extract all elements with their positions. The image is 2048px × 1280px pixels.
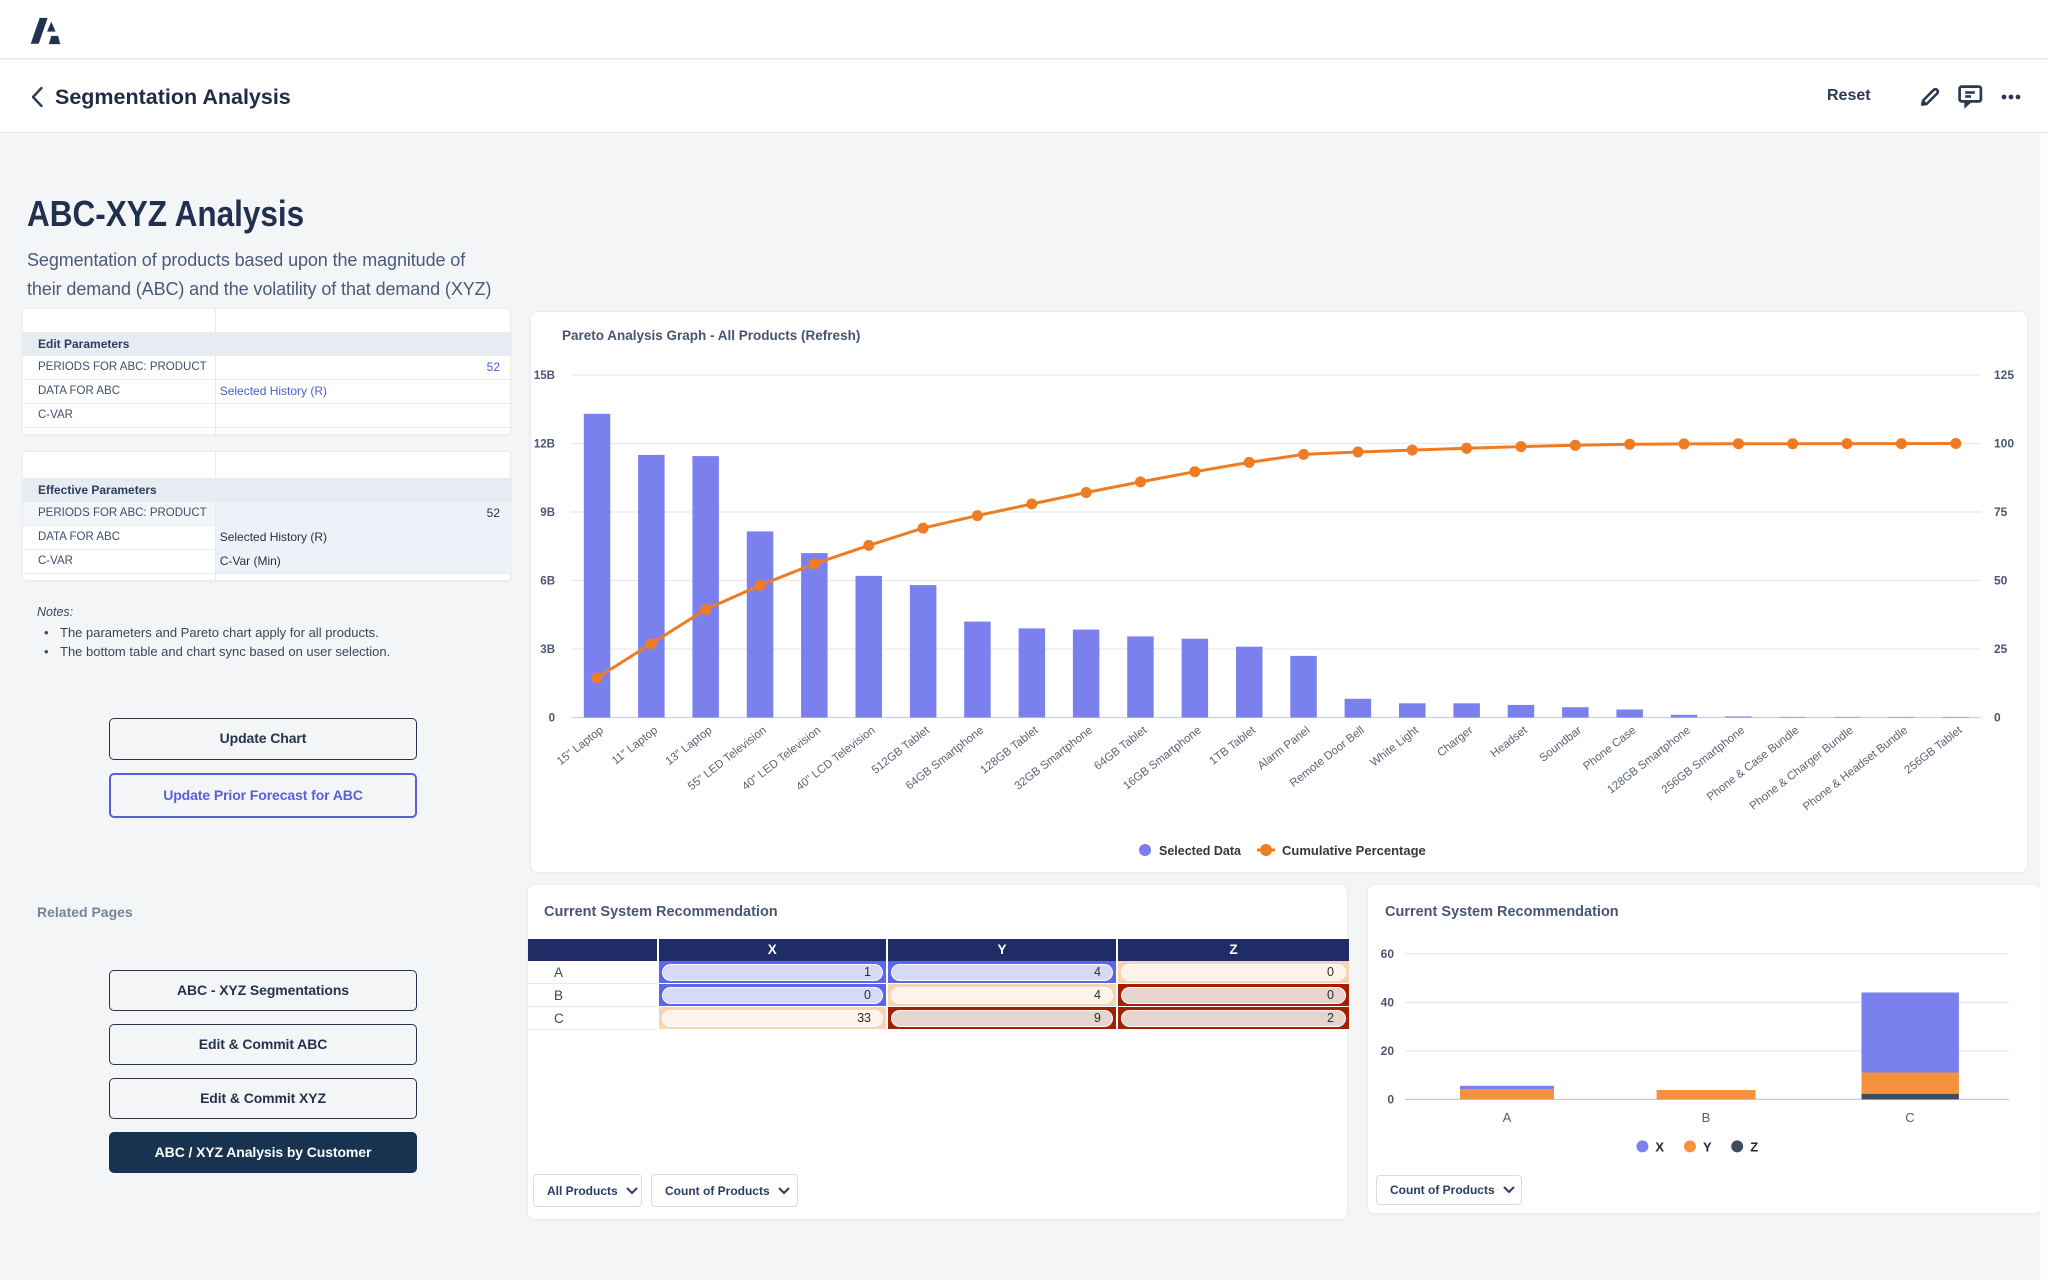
svg-text:25: 25 [1994, 642, 2008, 656]
svg-text:0: 0 [549, 713, 555, 725]
svg-text:0: 0 [1994, 711, 2001, 725]
svg-text:11" Laptop: 11" Laptop [610, 724, 660, 767]
svg-text:B: B [1702, 1110, 1711, 1125]
svg-text:15B: 15B [534, 370, 555, 382]
svg-text:Z: Z [1750, 1139, 1758, 1154]
svg-text:0: 0 [1387, 1092, 1394, 1106]
svg-text:60: 60 [1381, 947, 1395, 961]
svg-text:20: 20 [1381, 1044, 1395, 1058]
svg-text:13" Laptop: 13" Laptop [664, 724, 715, 767]
svg-text:256GB Tablet: 256GB Tablet [1903, 724, 1966, 777]
svg-text:Alarm Panel: Alarm Panel [1256, 724, 1313, 772]
svg-text:Selected Data: Selected Data [1159, 844, 1242, 858]
svg-text:Soundbar: Soundbar [1537, 724, 1584, 764]
svg-text:3B: 3B [540, 644, 555, 656]
svg-text:Phone & Charger Bundle: Phone & Charger Bundle [1748, 724, 1856, 812]
svg-text:15" Laptop: 15" Laptop [555, 724, 606, 767]
svg-text:1TB Tablet: 1TB Tablet [1208, 724, 1259, 768]
svg-text:Phone & Headset Bundle: Phone & Headset Bundle [1801, 724, 1910, 813]
svg-text:40: 40 [1381, 995, 1395, 1009]
svg-text:50: 50 [1994, 574, 2008, 588]
svg-text:Cumulative Percentage: Cumulative Percentage [1282, 843, 1426, 858]
svg-text:6B: 6B [540, 576, 555, 588]
svg-text:C: C [1905, 1110, 1914, 1125]
svg-text:Phone Case: Phone Case [1581, 724, 1638, 772]
svg-text:100: 100 [1994, 437, 2014, 451]
svg-text:A: A [1503, 1110, 1512, 1125]
svg-text:Headset: Headset [1489, 724, 1531, 760]
svg-text:X: X [1655, 1139, 1664, 1154]
svg-text:9B: 9B [540, 507, 555, 519]
svg-text:White Light: White Light [1368, 724, 1421, 769]
svg-text:Phone & Case Bundle: Phone & Case Bundle [1705, 724, 1802, 803]
svg-text:Charger: Charger [1435, 724, 1475, 759]
svg-text:12B: 12B [534, 439, 555, 451]
svg-text:Y: Y [1703, 1139, 1712, 1154]
svg-text:75: 75 [1994, 505, 2008, 519]
svg-text:64GB Tablet: 64GB Tablet [1092, 724, 1150, 773]
svg-text:125: 125 [1994, 368, 2014, 382]
